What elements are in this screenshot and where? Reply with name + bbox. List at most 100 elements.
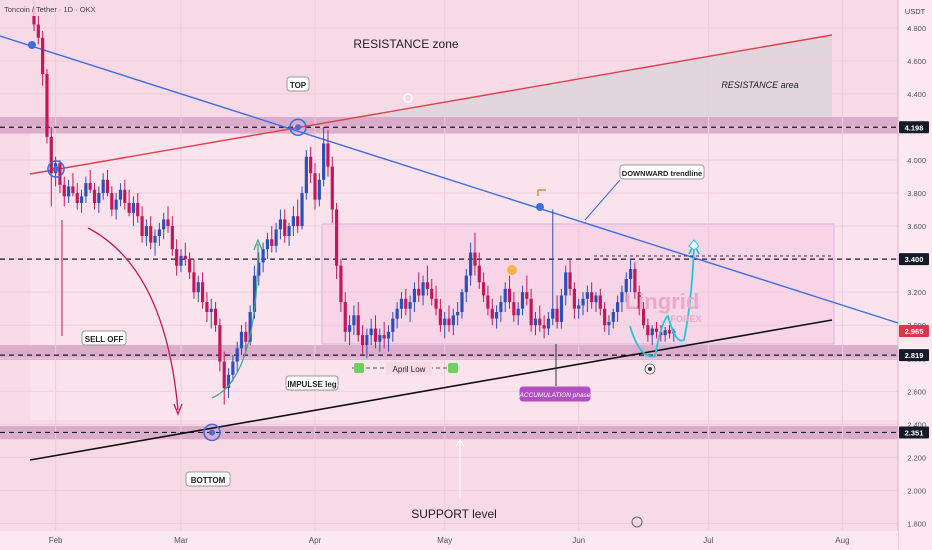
candle [564,272,568,296]
y-tick-label: 2.600 [907,387,926,396]
downward-trendline-label: DOWNWARD trendline [622,169,702,178]
candle [650,328,654,336]
candle [62,184,66,197]
impulse-leg-label: IMPULSE leg [287,380,336,389]
y-tick-label: 3.800 [907,189,926,198]
candle [616,302,620,312]
candle [335,209,339,266]
eye-pupil [648,367,652,371]
candle [127,202,131,213]
price-tag-label: 2.819 [905,351,924,360]
candle [555,308,559,322]
candle [529,298,533,326]
candle [360,335,365,346]
candle [590,292,594,303]
candle [568,272,572,289]
snail-icon [507,265,517,275]
candle [41,37,45,75]
candle [620,292,624,303]
candle [283,219,287,236]
candle [265,239,270,250]
candle [490,308,494,319]
y-tick-label: 4.400 [907,90,926,99]
candle [79,196,84,203]
candle [200,282,205,303]
candle [551,308,555,319]
candle [157,229,161,236]
check-icon [448,363,458,373]
candle [538,318,542,326]
candle [347,325,352,332]
top-marker [289,118,307,137]
candle [594,295,598,303]
candle [213,308,218,326]
zone-accumulation [0,345,898,360]
check-icon [354,363,364,373]
candle [162,219,166,230]
candle [326,143,330,167]
x-tick-label: Aug [835,536,849,545]
candle [546,318,551,329]
candle [464,275,468,293]
candle [330,166,334,210]
x-tick-label: Feb [49,536,63,545]
accumulation-phase-label: ACCUMULATION phase [518,392,590,399]
candle [49,136,53,174]
candle [460,292,464,312]
y-tick-label: 4.000 [907,156,926,165]
price-axis[interactable] [898,0,932,550]
label-box [286,76,310,92]
candle [391,318,395,332]
candle [533,318,538,326]
candle [417,288,421,296]
candle [395,308,399,319]
candle [153,236,157,243]
candle [469,252,473,276]
time-axis[interactable] [0,531,898,550]
support-trendline [29,319,833,461]
candle [477,265,481,283]
candle [287,226,291,236]
candle [105,179,110,194]
candle [300,193,304,227]
candle [611,312,615,322]
candle [434,298,438,309]
candle [373,328,378,342]
candle [235,348,239,362]
sell-off-label: SELL OFF [85,335,124,344]
label-box [81,330,127,346]
downward-trendline [0,35,899,324]
candle [520,292,525,309]
candle [585,292,589,299]
candle [581,298,585,306]
resistance-zone-label: RESISTANCE zone [353,37,458,51]
candle [252,275,257,312]
candle [624,278,628,293]
candle [209,308,213,312]
candle [270,239,274,246]
candle [438,308,442,326]
sell-off-arrow [87,227,179,411]
trendline-anchor [28,41,36,49]
bottom-label: BOTTOM [191,476,226,485]
y-tick-label: 2.400 [907,420,926,429]
y-tick-label: 2.200 [907,453,926,462]
y-tick-label: 1.800 [907,519,926,528]
candle [430,288,434,299]
bottom-marker-dot [209,429,215,436]
trendline-label-pointer [584,179,621,221]
candle [456,312,460,316]
candle [196,282,200,293]
price-tag [899,426,929,439]
candle [641,308,646,326]
candle [356,315,360,336]
top-label: TOP [290,81,307,90]
candle [36,24,40,38]
candle [101,179,105,194]
x-tick-label: Jun [572,536,585,545]
price-tag [899,325,929,337]
candle [131,202,136,213]
impulse-arrowhead [253,238,263,251]
candle [386,331,391,339]
